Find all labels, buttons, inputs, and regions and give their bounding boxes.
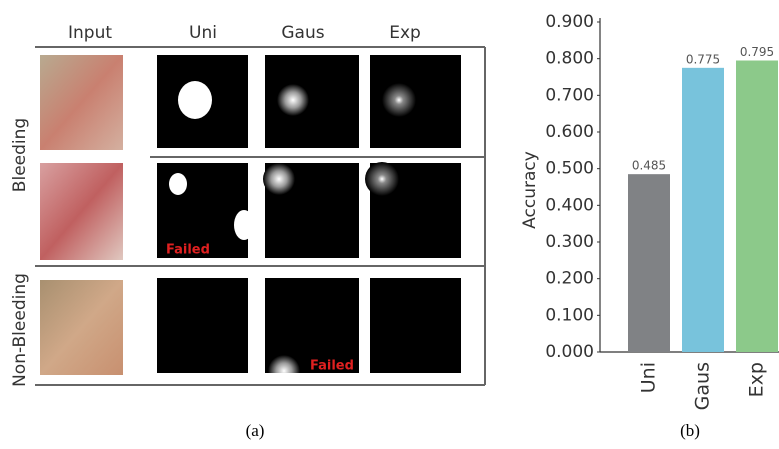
y-tick-label: 0.100 <box>545 305 594 325</box>
x-tick-label: Exp <box>746 362 768 397</box>
panel-b: Accuracy (b) 0.000 0.100 0.200 0.300 0.400 0.… <box>520 12 779 440</box>
column-header: Exp <box>389 23 421 43</box>
row-label: Bleeding <box>10 118 30 192</box>
y-tick-label: 0.700 <box>545 85 594 105</box>
caption: (b) <box>680 421 700 440</box>
y-tick-label: 0.800 <box>545 49 594 69</box>
data-label: 0.775 <box>686 52 720 66</box>
figure: Input Uni Gaus Exp Bleeding Non-Bleeding… <box>0 0 779 445</box>
y-axis-label: Accuracy <box>520 151 540 229</box>
mask-images <box>157 55 461 387</box>
x-tick-label: Uni <box>638 362 660 393</box>
input-image <box>40 55 123 150</box>
input-image <box>40 163 123 260</box>
y-tick-label: 0.000 <box>545 342 594 362</box>
x-tick-label: Gaus <box>692 362 714 410</box>
bar <box>736 61 778 353</box>
column-header: Gaus <box>281 23 324 43</box>
bar <box>682 68 724 352</box>
y-tick-label: 0.300 <box>545 232 594 252</box>
y-tick-label: 0.600 <box>545 122 594 142</box>
row-label: Non-Bleeding <box>10 273 30 387</box>
y-tick-label: 0.400 <box>545 195 594 215</box>
y-tick-label: 0.200 <box>545 269 594 289</box>
column-header: Uni <box>189 23 217 43</box>
y-tick-label: 0.500 <box>545 159 594 179</box>
annotation: Failed <box>166 243 210 258</box>
data-label: 0.795 <box>740 45 774 59</box>
annotation: Failed <box>310 359 354 374</box>
column-header: Input <box>68 23 112 43</box>
panel-a: Input Uni Gaus Exp Bleeding Non-Bleeding… <box>10 23 485 440</box>
input-image <box>40 280 123 375</box>
caption: (a) <box>246 421 265 440</box>
y-tick-label: 0.900 <box>545 12 594 32</box>
bar <box>628 174 670 352</box>
data-label: 0.485 <box>632 159 666 173</box>
